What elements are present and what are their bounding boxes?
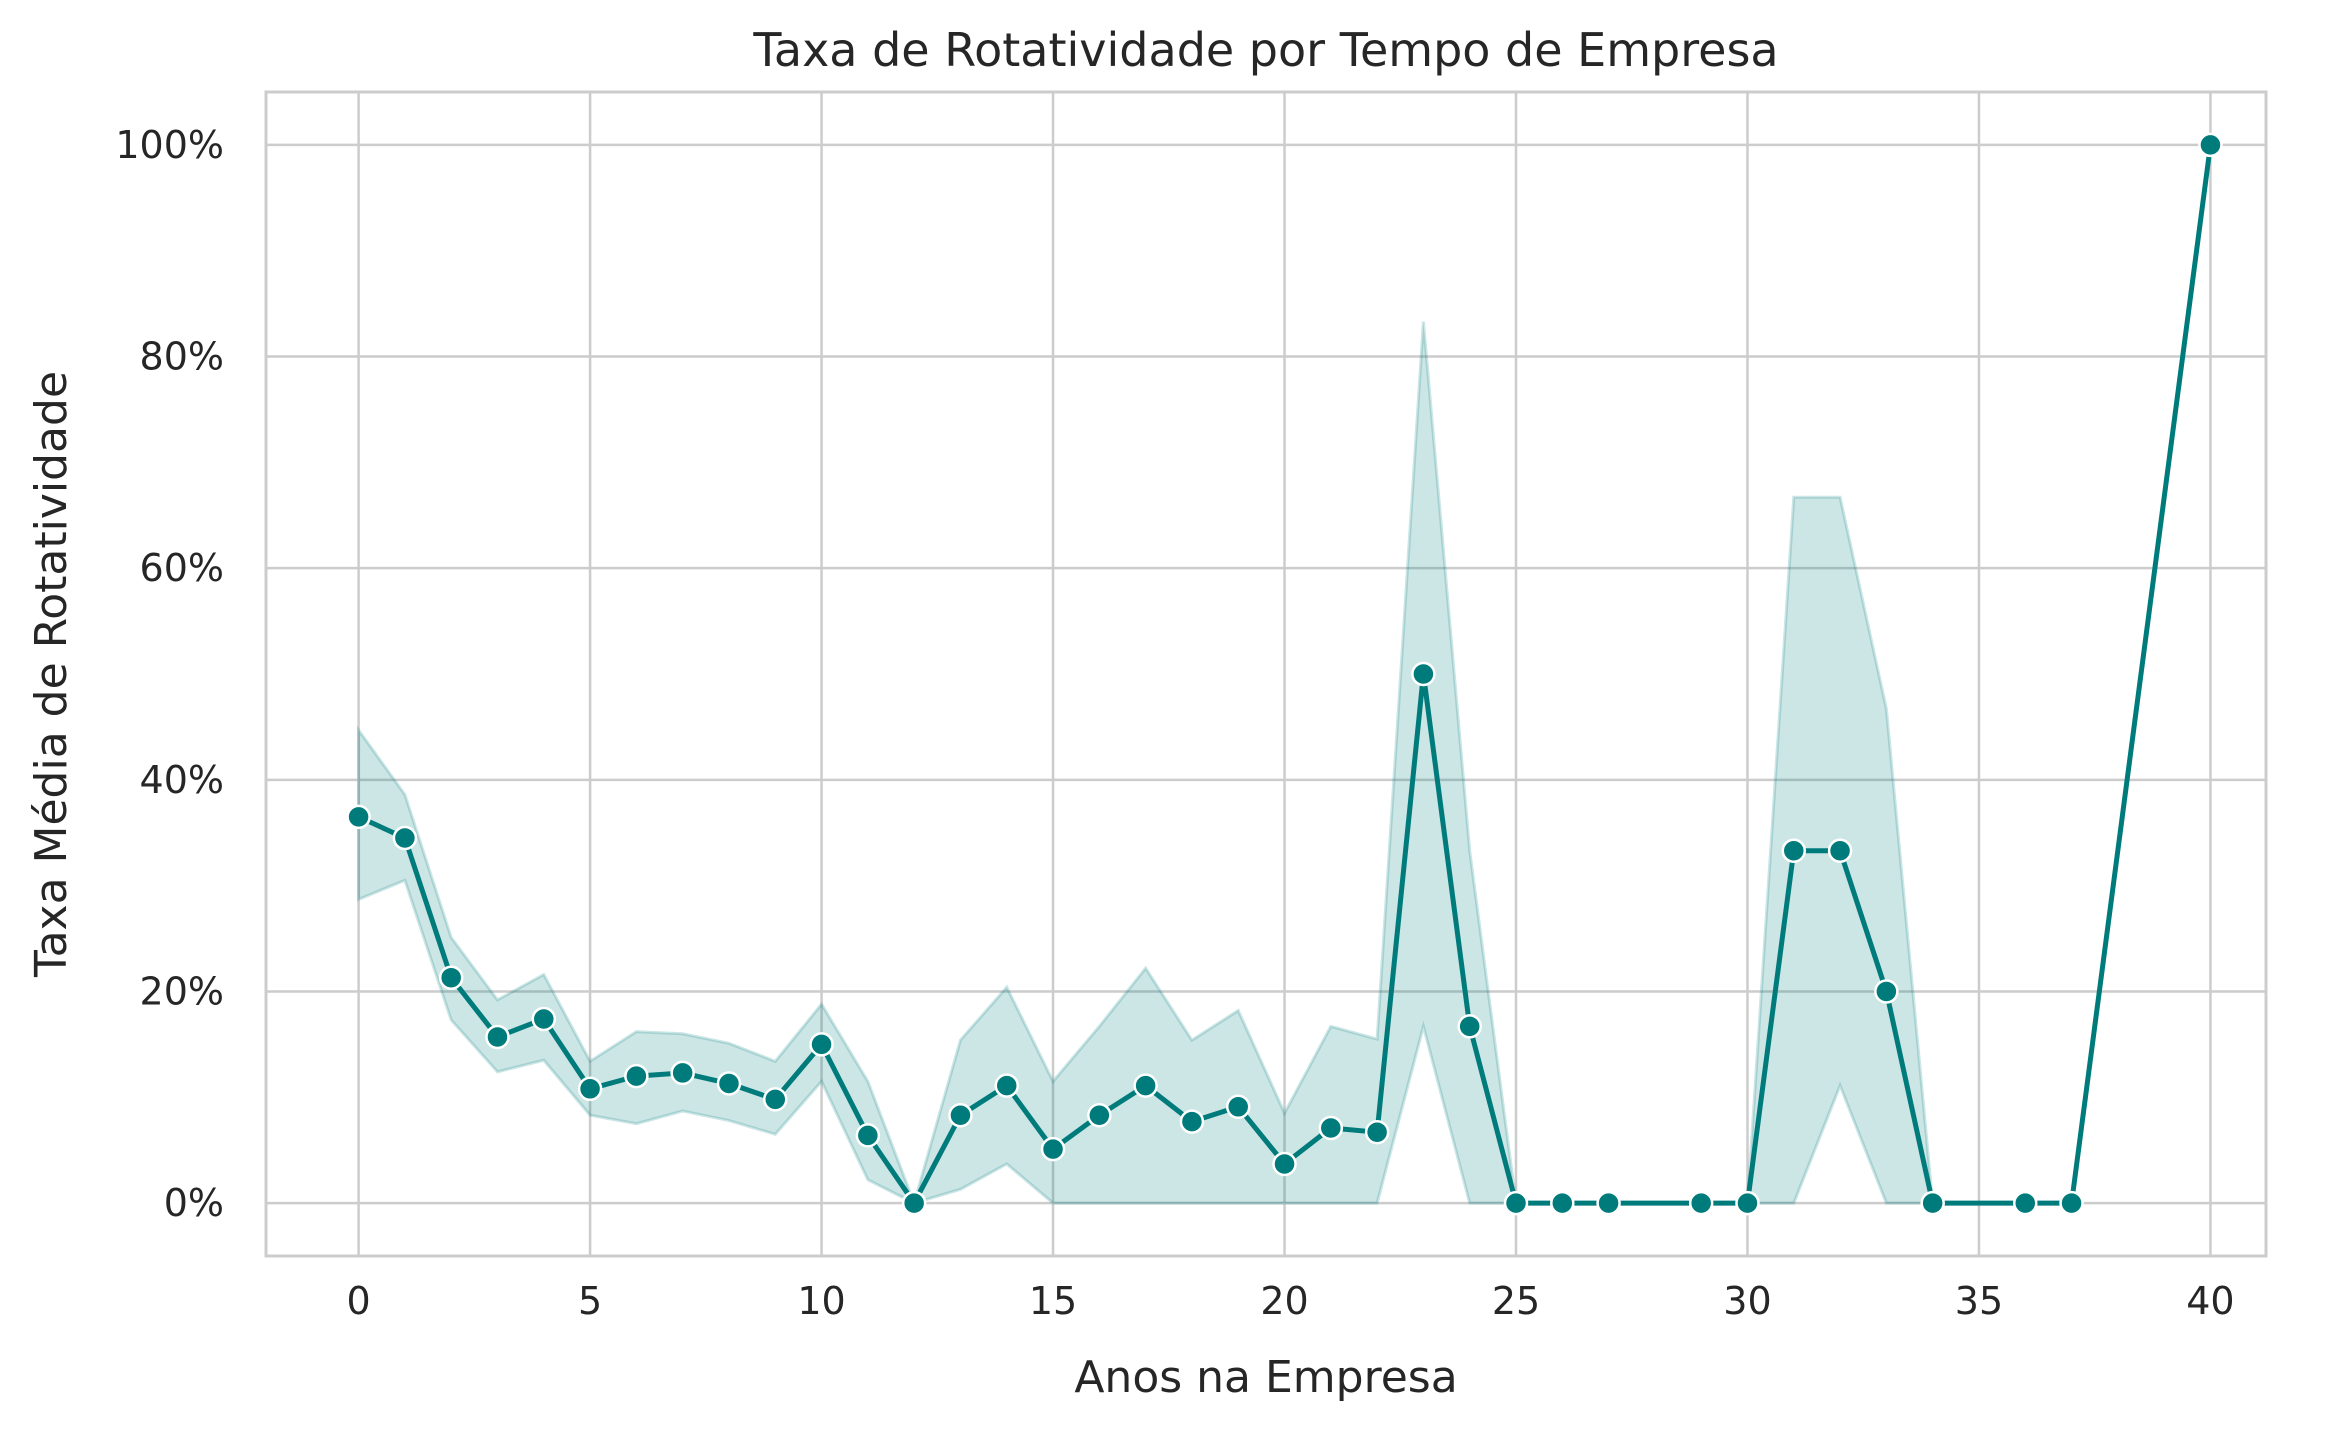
data-point [716,1071,742,1096]
x-tick-label: 35 [1955,1279,2003,1323]
x-tick-label: 40 [2186,1279,2234,1323]
data-point [1688,1190,1714,1216]
data-point [392,825,418,851]
data-point [1133,1073,1158,1098]
data-point [901,1190,927,1216]
y-tick-label: 40% [140,758,224,802]
data-point [531,1006,557,1032]
data-point [1364,1119,1390,1145]
data-point [809,1032,834,1057]
chart-title: Taxa de Rotatividade por Tempo de Empres… [752,23,1778,77]
data-point [1318,1115,1344,1141]
data-point [855,1123,881,1148]
data-point [624,1063,649,1089]
series-markers [346,132,2223,1216]
data-point [1596,1190,1621,1216]
data-point [438,965,464,990]
data-point [1087,1103,1112,1128]
data-point [577,1076,603,1102]
x-tick-label: 10 [797,1279,845,1323]
y-tick-label: 100% [115,123,224,167]
data-point [1920,1190,1945,1216]
y-tick-label: 60% [140,546,224,590]
data-point [346,804,371,830]
data-point [1735,1190,1760,1216]
x-axis-ticks: 0 5 10 15 20 25 30 35 40 [346,1279,2234,1323]
data-point [2198,132,2223,158]
data-point [670,1060,695,1086]
data-point [1874,979,1899,1004]
y-tick-label: 0% [164,1181,224,1225]
data-point [763,1087,788,1112]
y-tick-label: 80% [140,335,224,379]
data-point [1503,1190,1529,1216]
data-point [1040,1136,1066,1162]
data-point [2059,1190,2084,1216]
data-point [994,1073,1019,1098]
data-point [2013,1190,2038,1216]
y-axis-ticks: 0% 20% 40% 60% 80% 100% [115,123,224,1225]
data-point [1272,1151,1297,1177]
data-point [948,1103,973,1128]
data-point [1411,661,1436,687]
x-tick-label: 25 [1492,1279,1540,1323]
data-point [1550,1190,1575,1216]
y-axis-label: Taxa Média de Rotatividade [26,371,77,978]
data-point [1827,838,1853,863]
x-tick-label: 20 [1260,1279,1308,1323]
x-tick-label: 15 [1029,1279,1077,1323]
x-axis-label: Anos na Empresa [1074,1352,1457,1403]
data-point [1781,838,1807,863]
data-point [1225,1094,1251,1120]
x-tick-label: 30 [1723,1279,1771,1323]
x-tick-label: 0 [346,1279,370,1323]
plot-frame [264,90,2268,1258]
x-tick-label: 5 [578,1279,602,1323]
data-point [1457,1014,1482,1039]
data-point [1179,1109,1205,1134]
y-tick-label: 20% [140,969,224,1013]
data-point [485,1024,510,1050]
